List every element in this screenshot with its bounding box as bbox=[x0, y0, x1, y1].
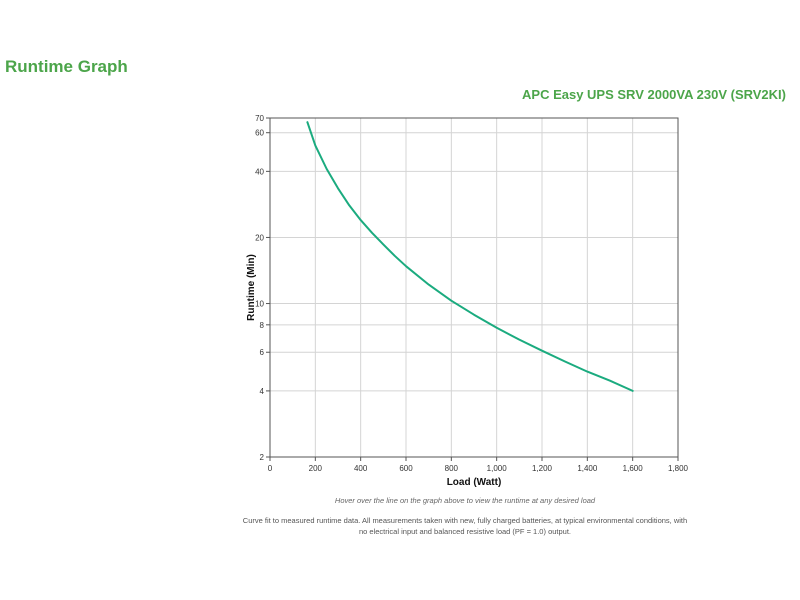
y-axis-label: Runtime (Min) bbox=[246, 254, 257, 321]
page-title: Runtime Graph bbox=[5, 57, 128, 76]
y-tick-label: 40 bbox=[255, 167, 264, 176]
x-axis-label: Load (Watt) bbox=[447, 477, 502, 488]
x-tick-label: 1,600 bbox=[623, 464, 644, 473]
y-tick-label: 2 bbox=[260, 453, 265, 462]
measurement-footnote: Curve fit to measured runtime data. All … bbox=[242, 516, 688, 536]
y-tick-label: 20 bbox=[255, 233, 264, 242]
y-tick-label: 70 bbox=[255, 114, 264, 123]
runtime-curve[interactable] bbox=[306, 121, 634, 392]
x-tick-label: 800 bbox=[445, 464, 459, 473]
product-title: APC Easy UPS SRV 2000VA 230V (SRV2KI) bbox=[522, 87, 786, 102]
x-tick-label: 400 bbox=[354, 464, 368, 473]
y-tick-label: 6 bbox=[260, 348, 265, 357]
y-tick-label: 8 bbox=[260, 321, 265, 330]
x-tick-label: 200 bbox=[309, 464, 323, 473]
x-tick-label: 0 bbox=[268, 464, 273, 473]
x-tick-label: 600 bbox=[399, 464, 413, 473]
x-tick-label: 1,400 bbox=[577, 464, 598, 473]
x-tick-label: 1,200 bbox=[532, 464, 553, 473]
y-tick-label: 4 bbox=[260, 387, 265, 396]
x-tick-label: 1,000 bbox=[487, 464, 508, 473]
plot-frame bbox=[269, 117, 679, 458]
y-tick-label: 10 bbox=[255, 300, 264, 309]
x-tick-label: 1,800 bbox=[668, 464, 689, 473]
y-tick-label: 60 bbox=[255, 129, 264, 138]
hover-hint: Hover over the line on the graph above t… bbox=[334, 496, 596, 505]
